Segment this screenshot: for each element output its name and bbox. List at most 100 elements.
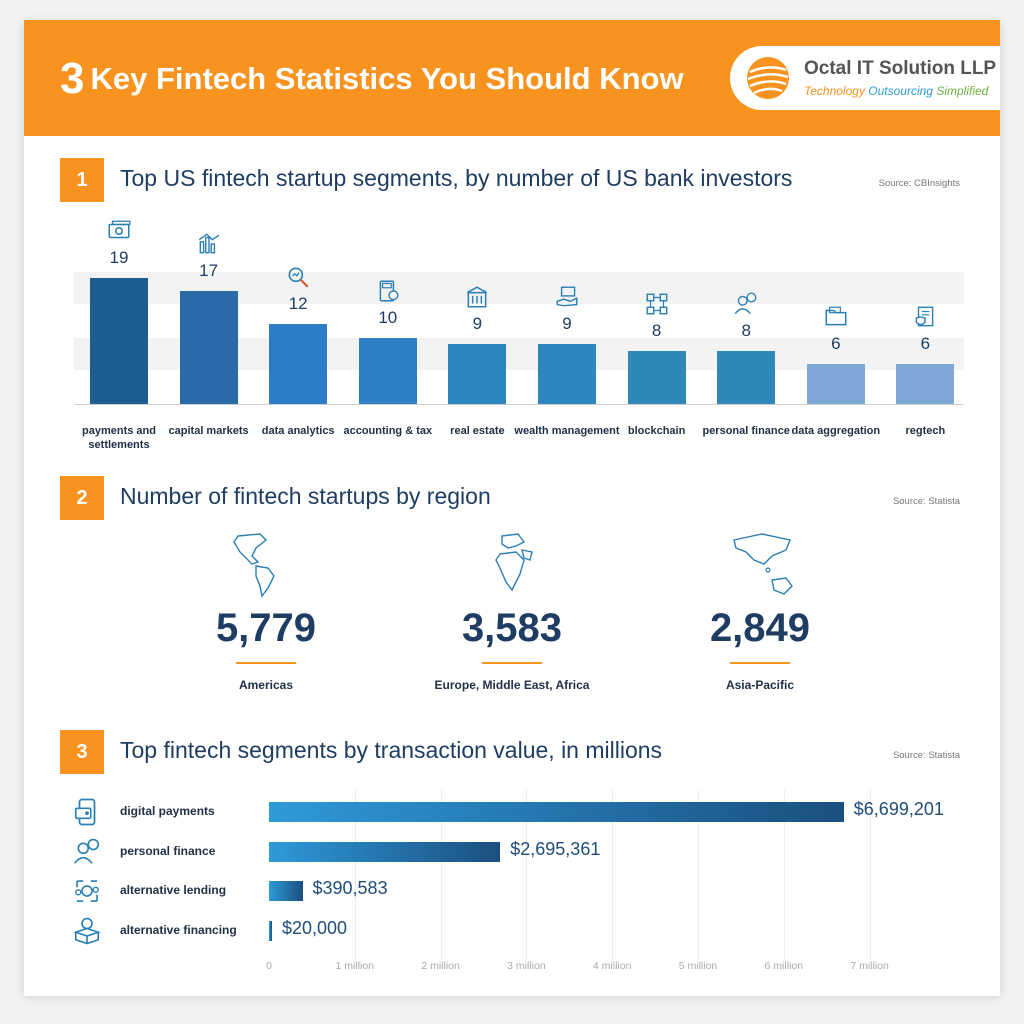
globe-logo-icon <box>747 57 789 99</box>
chart1-bar <box>179 291 238 404</box>
chart1-category-label: wealth management <box>514 425 620 437</box>
chart1-category-label: real estate <box>450 425 505 437</box>
logo-tag-2: Outsourcing <box>868 84 933 98</box>
infographic-card: 3 Key Fintech Statistics You Should Know … <box>24 20 1000 996</box>
chart3-bar <box>269 881 303 901</box>
region-underline <box>482 662 542 664</box>
chart1-category-label: regtech <box>905 425 946 437</box>
section-1-title: Top US fintech startup segments, by numb… <box>120 165 793 191</box>
chart1-column: 10 accounting & tax <box>343 210 433 450</box>
person-coin-icon <box>734 292 757 315</box>
person-coin-icon <box>73 838 100 864</box>
chart1-category-label: personal finance <box>702 425 790 437</box>
chart1-baseline <box>74 404 964 405</box>
blockchain-icon <box>646 293 668 315</box>
section-3-source: Source: Statista <box>892 750 960 761</box>
chart3-bar <box>269 921 272 941</box>
americas-map-icon <box>233 533 275 598</box>
chart1-column: 12 data analytics <box>253 210 343 450</box>
section-3-title: Top fintech segments by transaction valu… <box>120 737 663 763</box>
shield-document-icon <box>916 306 934 327</box>
chart3-tick-label: 5 million <box>678 960 718 972</box>
chart3-gridline <box>526 790 528 960</box>
chart1-value-label: 8 <box>741 320 751 340</box>
region-label: Asia-Pacific <box>725 678 795 692</box>
chart1-column: 19 payments and settlements <box>74 210 164 451</box>
section-2-number: 2 <box>60 476 104 520</box>
chart1-category-label: blockchain <box>627 425 686 437</box>
chart1-column: 9 real estate <box>432 210 522 450</box>
section-2-source: Source: Statista <box>892 496 960 507</box>
chart3-category-label: personal finance <box>120 844 216 858</box>
chart1-column: 8 blockchain <box>612 210 702 450</box>
chart3-bar <box>269 842 501 862</box>
chart1-column: 17 capital markets <box>164 210 254 450</box>
chart3-tick-label: 1 million <box>335 960 375 972</box>
chart1-category-label: capital markets <box>168 425 249 437</box>
wallet-phone-icon <box>74 798 96 826</box>
chart1-value-label: 8 <box>651 320 662 340</box>
chart3-tick-label: 6 million <box>764 960 804 972</box>
chart3-row: personal finance $2,695,361 <box>64 837 984 867</box>
money-icon <box>108 220 131 239</box>
region-asia-pacific: 2,849 Asia-Pacific <box>660 530 860 710</box>
header-banner: 3 Key Fintech Statistics You Should Know … <box>24 20 1000 136</box>
chart1-bar <box>90 278 148 404</box>
region-americas: 5,779 Americas <box>166 530 366 710</box>
box-coin-icon <box>73 917 101 945</box>
chart1-value-label: 12 <box>288 294 308 314</box>
chart3-row: alternative lending $390,583 <box>64 876 984 906</box>
chart3-tick-label: 7 million <box>850 960 889 972</box>
chart3-category-label: alternative lending <box>120 883 227 897</box>
region-underline <box>236 662 296 664</box>
chart1-bar <box>806 364 865 404</box>
chart1-column: 8 personal finance <box>701 210 791 450</box>
region-value: 3,583 <box>461 606 563 650</box>
title-number: 3 <box>60 54 85 103</box>
chart3-tick-label: 3 million <box>507 960 546 972</box>
chart1-bar <box>269 324 328 404</box>
chart3-value-label: $20,000 <box>282 918 348 938</box>
logo-tag-3: Simplified <box>936 84 989 98</box>
folder-icon <box>825 306 847 326</box>
chart1-category-label: payments and settlements <box>82 425 156 451</box>
region-value: 5,779 <box>215 606 317 650</box>
chart3-value-label: $2,695,361 <box>510 839 601 859</box>
building-icon <box>467 286 488 308</box>
title-text: Key Fintech Statistics You Should Know <box>90 61 684 96</box>
region-label: Americas <box>238 678 294 692</box>
hand-money-icon <box>556 286 578 307</box>
chart3-value-label: $390,583 <box>312 878 388 898</box>
chart3-gridline <box>612 790 614 960</box>
chart1-value-label: 19 <box>109 248 129 267</box>
chart3-gridline <box>354 790 356 960</box>
chart3-gridline <box>869 790 871 960</box>
chart1-value-label: 9 <box>562 314 572 334</box>
section-1-source: Source: CBInsights <box>878 178 960 189</box>
calculator-icon <box>379 280 399 302</box>
region-label: Europe, Middle East, Africa <box>434 678 590 692</box>
section-1-number: 1 <box>60 158 104 202</box>
section-2-title: Number of fintech startups by region <box>120 483 491 509</box>
chart1-category-label: data aggregation <box>791 425 881 437</box>
magnifier-icon <box>288 267 309 288</box>
chart3-category-label: digital payments <box>120 804 215 818</box>
logo-tag-1: Technology <box>804 84 865 98</box>
logo-tagline: Technology Outsourcing Simplified <box>804 84 988 98</box>
page-title: 3 Key Fintech Statistics You Should Know <box>60 54 684 104</box>
chart3-gridline <box>698 790 699 960</box>
chart3-tick-label: 0 <box>266 960 272 972</box>
chart1-value-label: 6 <box>920 334 931 354</box>
chart1-bar <box>538 344 596 404</box>
section-3-number: 3 <box>60 730 104 774</box>
chart1-value-label: 6 <box>831 334 841 354</box>
logo-name: Octal IT Solution LLP <box>804 58 997 79</box>
chart3-row: alternative financing $20,000 <box>64 916 984 946</box>
chart1-value-label: 17 <box>199 261 219 281</box>
company-logo: Octal IT Solution LLP Technology Outsour… <box>730 46 1000 110</box>
chart1-category-label: data analytics <box>261 425 335 437</box>
chart1-column: 6 data aggregation <box>791 210 881 450</box>
chart1-column: 9 wealth management <box>514 210 620 450</box>
chart1-value-label: 9 <box>472 314 483 334</box>
region-emea: 3,583 Europe, Middle East, Africa <box>412 530 612 710</box>
